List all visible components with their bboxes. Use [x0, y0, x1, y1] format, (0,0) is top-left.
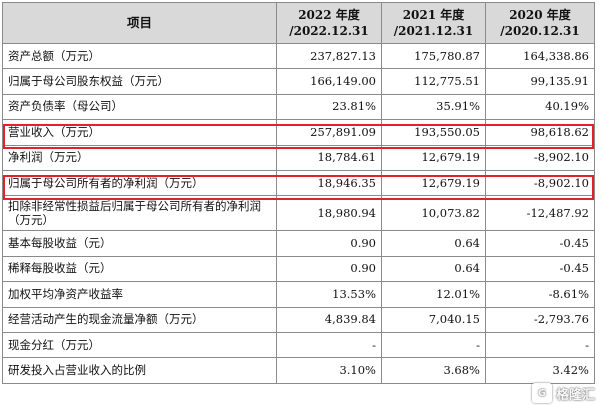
row-label: 资产总额（万元） [2, 42, 277, 70]
row-label: 加权平均净资产收益率 [2, 281, 277, 308]
cell-value: 10,073.82 [381, 195, 486, 232]
cell-value: 112,775.51 [381, 68, 486, 95]
row-label: 归属于母公司股东权益（万元） [2, 68, 277, 95]
cell-value: - [381, 331, 486, 359]
header-col-2022: 2022 年度 /2022.12.31 [276, 2, 382, 44]
table-row: 基本每股收益（元） 0.90 0.64 -0.45 [2, 230, 595, 257]
row-label: 扣除非经常性损益后归属于母公司所有者的净利润（万元） [2, 195, 277, 232]
cell-value: -8,902.10 [485, 169, 595, 197]
row-label: 营业收入（万元） [2, 119, 277, 146]
cell-value: 193,550.05 [381, 119, 486, 146]
cell-value: - [276, 331, 382, 359]
table-row: 研发投入占营业收入的比例 3.10% 3.68% 3.42% [2, 357, 595, 384]
cell-value: -0.45 [485, 230, 595, 257]
cell-value: 35.91% [381, 93, 486, 121]
cell-value: 164,338.86 [485, 42, 595, 70]
table-row: 现金分红（万元） - - - [2, 331, 595, 359]
cell-value: 23.81% [276, 93, 382, 121]
financial-table: 项目 2022 年度 /2022.12.31 2021 年度 /2021.12.… [2, 2, 595, 384]
G-logo-icon: G [531, 383, 552, 403]
cell-value: -0.45 [485, 255, 595, 283]
cell-value: - [485, 331, 595, 359]
row-label: 经营活动产生的现金流量净额（万元） [2, 306, 277, 333]
cell-value: 3.10% [276, 357, 382, 384]
cell-value: 18,784.61 [276, 144, 382, 171]
table-row: 净利润（万元） 18,784.61 12,679.19 -8,902.10 [2, 144, 595, 171]
header-col-2020: 2020 年度 /2020.12.31 [485, 2, 595, 44]
table-row: 加权平均净资产收益率 13.53% 12.01% -8.61% [2, 281, 595, 308]
row-label: 基本每股收益（元） [2, 230, 277, 257]
row-label: 归属于母公司所有者的净利润（万元） [2, 169, 277, 197]
table-row: 经营活动产生的现金流量净额（万元） 4,839.84 7,040.15 -2,7… [2, 306, 595, 333]
watermark: G 格隆汇 [531, 383, 595, 403]
cell-value: 7,040.15 [381, 306, 486, 333]
header-date: /2022.12.31 [289, 24, 369, 38]
cell-value: 4,839.84 [276, 306, 382, 333]
header-date: /2020.12.31 [500, 24, 580, 38]
cell-value: 166,149.00 [276, 68, 382, 95]
row-label: 稀释每股收益（元） [2, 255, 277, 283]
table-row: 资产负债率（母公司） 23.81% 35.91% 40.19% [2, 93, 595, 121]
table-row-revenue: 营业收入（万元） 257,891.09 193,550.05 98,618.62 [2, 119, 595, 146]
table-row: 归属于母公司股东权益（万元） 166,149.00 112,775.51 99,… [2, 68, 595, 95]
table-row: 资产总额（万元） 237,827.13 175,780.87 164,338.8… [2, 42, 595, 70]
cell-value: -2,793.76 [485, 306, 595, 333]
cell-value: 12.01% [381, 281, 486, 308]
cell-value: -8,902.10 [485, 144, 595, 171]
table-row: 稀释每股收益（元） 0.90 0.64 -0.45 [2, 255, 595, 283]
cell-value: 237,827.13 [276, 42, 382, 70]
cell-value: 99,135.91 [485, 68, 595, 95]
cell-value: 18,946.35 [276, 169, 382, 197]
header-year: 2022 年度 [298, 8, 360, 22]
cell-value: -12,487.92 [485, 195, 595, 232]
header-item: 项目 [2, 2, 277, 44]
cell-value: 0.64 [381, 230, 486, 257]
cell-value: 0.64 [381, 255, 486, 283]
row-label: 研发投入占营业收入的比例 [2, 357, 277, 384]
cell-value: 0.90 [276, 255, 382, 283]
cell-value: 12,679.19 [381, 169, 486, 197]
cell-value: 0.90 [276, 230, 382, 257]
header-year: 2020 年度 [509, 8, 571, 22]
row-label: 净利润（万元） [2, 144, 277, 171]
header-col-2021: 2021 年度 /2021.12.31 [381, 2, 486, 44]
row-label: 资产负债率（母公司） [2, 93, 277, 121]
header-date: /2021.12.31 [393, 24, 474, 38]
cell-value: 13.53% [276, 281, 382, 308]
table-row: 扣除非经常性损益后归属于母公司所有者的净利润（万元） 18,980.94 10,… [2, 195, 595, 232]
cell-value: 257,891.09 [276, 119, 382, 146]
row-label: 现金分红（万元） [2, 331, 277, 359]
cell-value: 18,980.94 [276, 195, 382, 232]
cell-value: 3.68% [381, 357, 486, 384]
cell-value: 40.19% [485, 93, 595, 121]
cell-value: 98,618.62 [485, 119, 595, 146]
header-year: 2021 年度 [402, 8, 465, 22]
cell-value: 3.42% [485, 357, 595, 384]
cell-value: 175,780.87 [381, 42, 486, 70]
cell-value: 12,679.19 [381, 144, 486, 171]
cell-value: -8.61% [485, 281, 595, 308]
watermark-text: 格隆汇 [555, 387, 595, 403]
table-header-row: 项目 2022 年度 /2022.12.31 2021 年度 /2021.12.… [2, 2, 595, 44]
table-row-parent-net-profit: 归属于母公司所有者的净利润（万元） 18,946.35 12,679.19 -8… [2, 169, 595, 197]
